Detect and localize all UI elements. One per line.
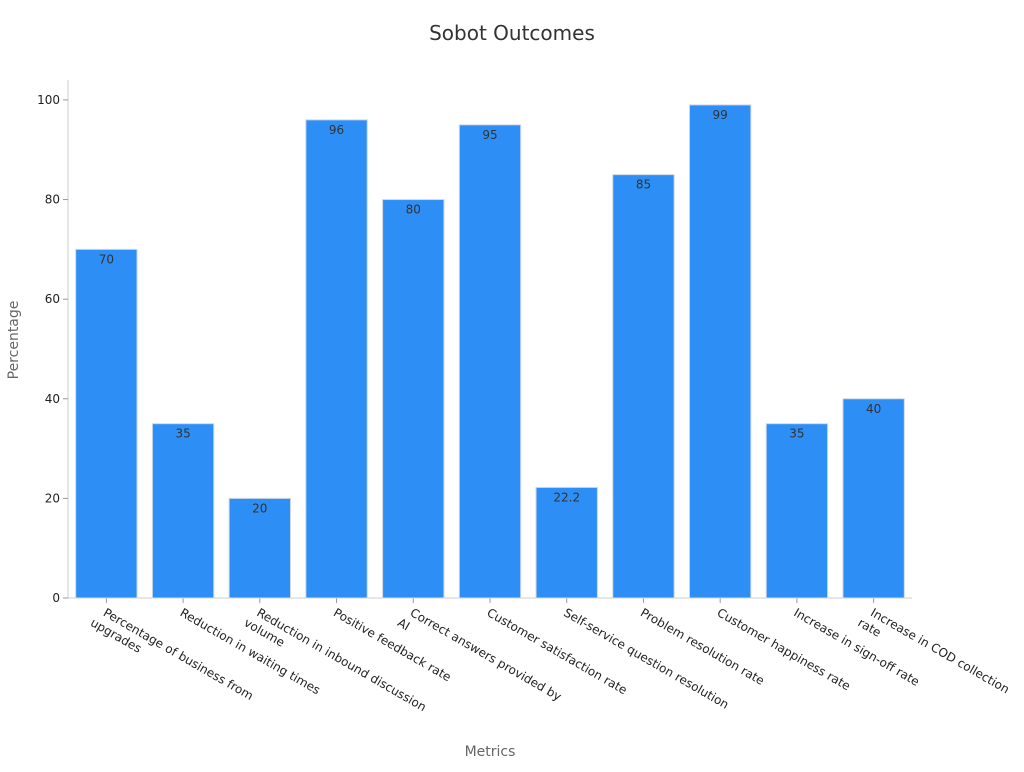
y-tick-label: 80 [45,193,60,207]
x-tick-label: Increase in sign-off rate [791,605,921,688]
x-tick-label-line: Problem resolution rate [638,605,767,687]
x-tick-label: Problem resolution rate [638,605,767,687]
x-tick-label-line: Percentage of business from [101,605,256,702]
bar [535,486,598,599]
x-tick-label-line: Increase in COD collection [868,605,1012,696]
y-tick-label: 60 [45,292,60,306]
chart-title: Sobot Outcomes [429,21,595,45]
y-tick-label: 20 [45,491,60,505]
y-tick-label: 0 [52,591,60,605]
x-tick-label-line: Increase in sign-off rate [791,605,921,688]
x-tick-label-line: Customer satisfaction rate [485,605,630,697]
x-tick-label-line: Customer happiness rate [715,605,853,693]
y-axis: 0 20 40 60 80 100 [37,80,69,605]
bar [612,174,675,599]
y-tick-label: 40 [45,392,60,406]
bar [75,248,138,599]
bar [458,124,522,599]
data-label: 95 [482,128,497,142]
data-labels: 70 35 20 96 80 95 22.2 85 99 35 40 [99,108,882,515]
bar [228,497,292,599]
bar [688,104,752,599]
bar [765,423,829,599]
data-label: 70 [99,252,114,266]
x-axis [68,597,912,603]
x-tick-label: Percentage of business fromupgrades [88,602,256,715]
x-tick-label-line: Correct answers provided by [408,605,564,703]
data-label: 96 [329,123,344,137]
data-label: 20 [252,501,267,515]
data-label: 22.2 [553,490,580,504]
x-tick-label: Customer satisfaction rate [485,605,630,697]
bars [75,104,905,599]
bar [842,398,905,599]
data-label: 40 [866,402,881,416]
bar [382,199,445,599]
y-tick-label: 100 [37,93,60,107]
data-label: 85 [636,178,651,192]
x-tick-labels: Percentage of business fromupgrades Reduc… [88,602,1012,715]
bar [151,423,215,599]
x-axis-title: Metrics [465,744,516,760]
data-label: 35 [175,427,190,441]
y-axis-title: Percentage [6,301,22,380]
bar [305,119,368,599]
data-label: 35 [789,427,804,441]
data-label: 80 [406,203,421,217]
data-label: 99 [713,108,728,122]
x-tick-label: Customer happiness rate [715,605,853,693]
